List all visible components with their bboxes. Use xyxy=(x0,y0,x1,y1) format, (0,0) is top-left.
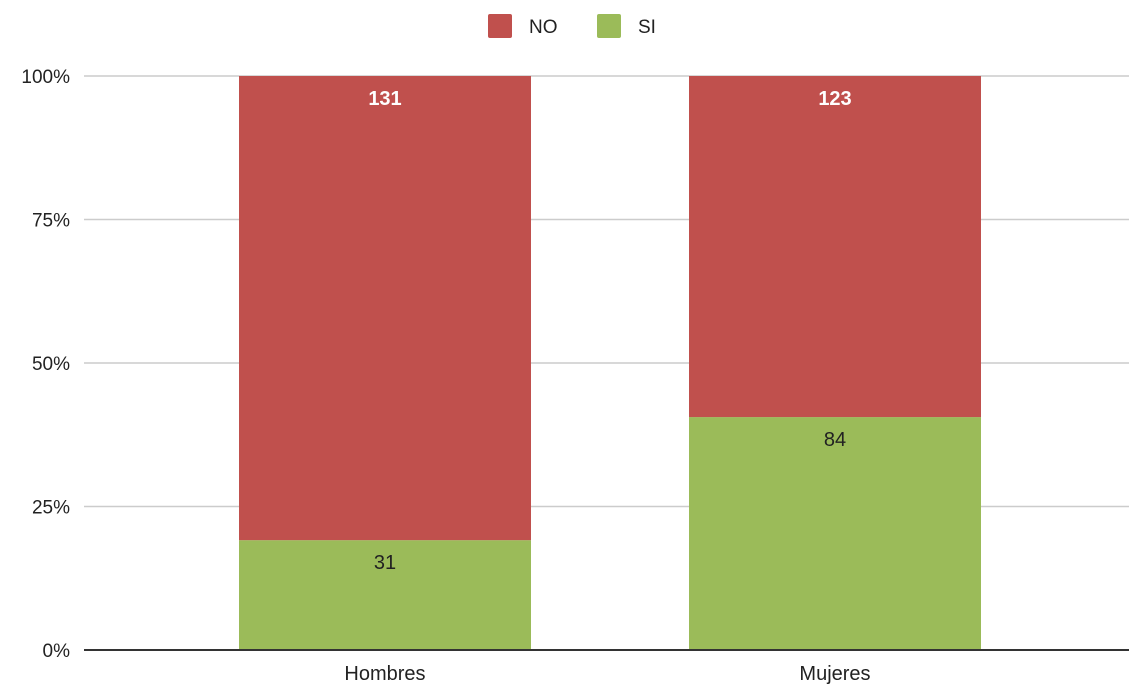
legend-swatch xyxy=(597,14,621,38)
legend-item-si: SI xyxy=(597,14,656,38)
data-label-si-mujeres: 84 xyxy=(824,429,846,451)
data-labels: 31 131 84 123 xyxy=(368,88,851,574)
bar-si-hombres xyxy=(239,540,531,650)
legend-swatch xyxy=(488,14,512,38)
x-axis: Hombres Mujeres xyxy=(84,649,1129,685)
y-tick-label: 75% xyxy=(32,211,70,232)
y-axis-ticks: 0% 25% 50% 75% 100% xyxy=(21,67,70,662)
data-label-si-hombres: 31 xyxy=(374,552,396,574)
data-label-no-mujeres: 123 xyxy=(818,88,851,110)
bar-si-mujeres xyxy=(689,417,981,650)
bars xyxy=(239,76,981,650)
bar-no-mujeres xyxy=(689,76,981,418)
data-label-no-hombres: 131 xyxy=(368,88,401,110)
y-tick-label: 0% xyxy=(43,641,71,662)
y-tick-label: 50% xyxy=(32,354,70,375)
x-category-label: Hombres xyxy=(344,663,425,685)
x-category-label: Mujeres xyxy=(799,663,870,685)
y-tick-label: 100% xyxy=(21,67,70,88)
legend-label: SI xyxy=(638,17,656,38)
legend-label: NO xyxy=(529,17,558,38)
chart-legend: NO SI xyxy=(488,14,656,38)
bar-no-hombres xyxy=(239,76,531,541)
y-tick-label: 25% xyxy=(32,498,70,519)
legend-item-no: NO xyxy=(488,14,558,38)
